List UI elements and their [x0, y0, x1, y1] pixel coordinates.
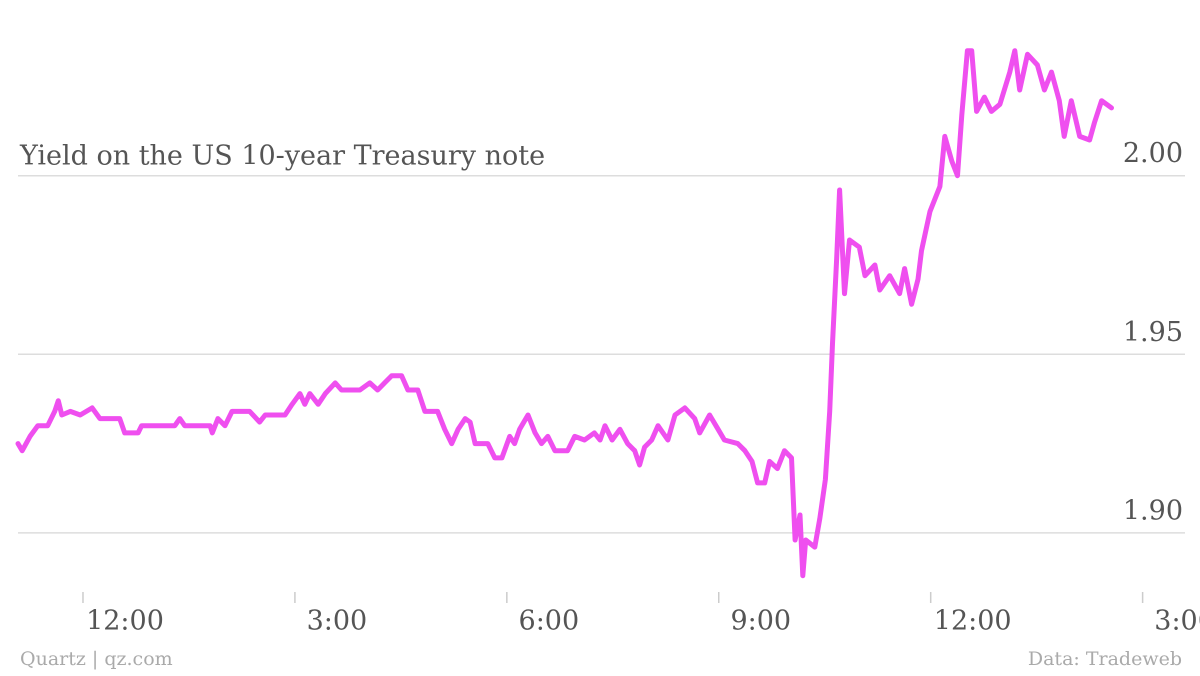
x-tick-label: 9:00: [730, 606, 791, 637]
x-tick-label: 12:00: [934, 606, 1012, 637]
x-tick-label: 12:00: [86, 606, 164, 637]
y-tick-label: 1.90: [1123, 495, 1183, 526]
y-tick-label: 1.95: [1123, 317, 1183, 348]
chart-title: Yield on the US 10-year Treasury note: [19, 141, 545, 172]
x-tick-label: 6:00: [519, 606, 580, 637]
x-tick-label: 3:00: [1154, 606, 1200, 637]
source-left: Quartz | qz.com: [20, 648, 173, 670]
x-tick-label: 3:00: [307, 606, 368, 637]
source-right: Data: Tradeweb: [1028, 648, 1182, 670]
yield-line: [15, 48, 1114, 579]
y-tick-label: 2.00: [1123, 138, 1183, 169]
